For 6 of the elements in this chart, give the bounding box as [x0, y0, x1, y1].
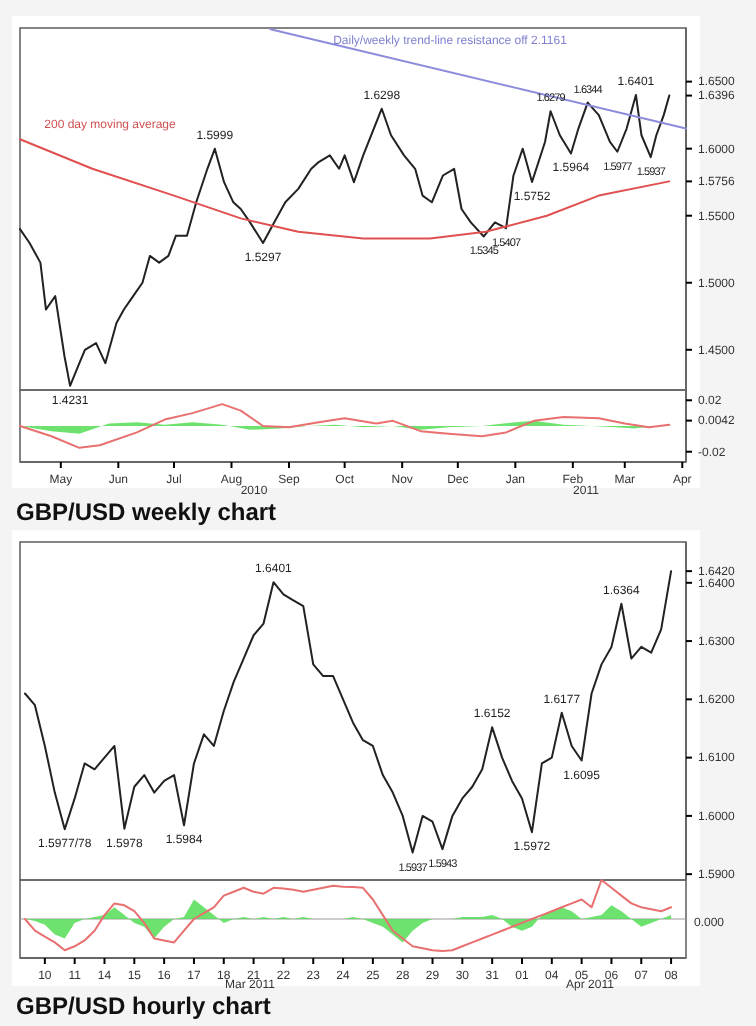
line-series — [23, 570, 673, 854]
line-series — [19, 93, 671, 387]
text: GBP/USD hourly chart — [16, 992, 271, 1020]
line-series — [19, 403, 671, 449]
line-series — [19, 138, 671, 240]
text: GBP/USD weekly chart — [16, 498, 277, 526]
